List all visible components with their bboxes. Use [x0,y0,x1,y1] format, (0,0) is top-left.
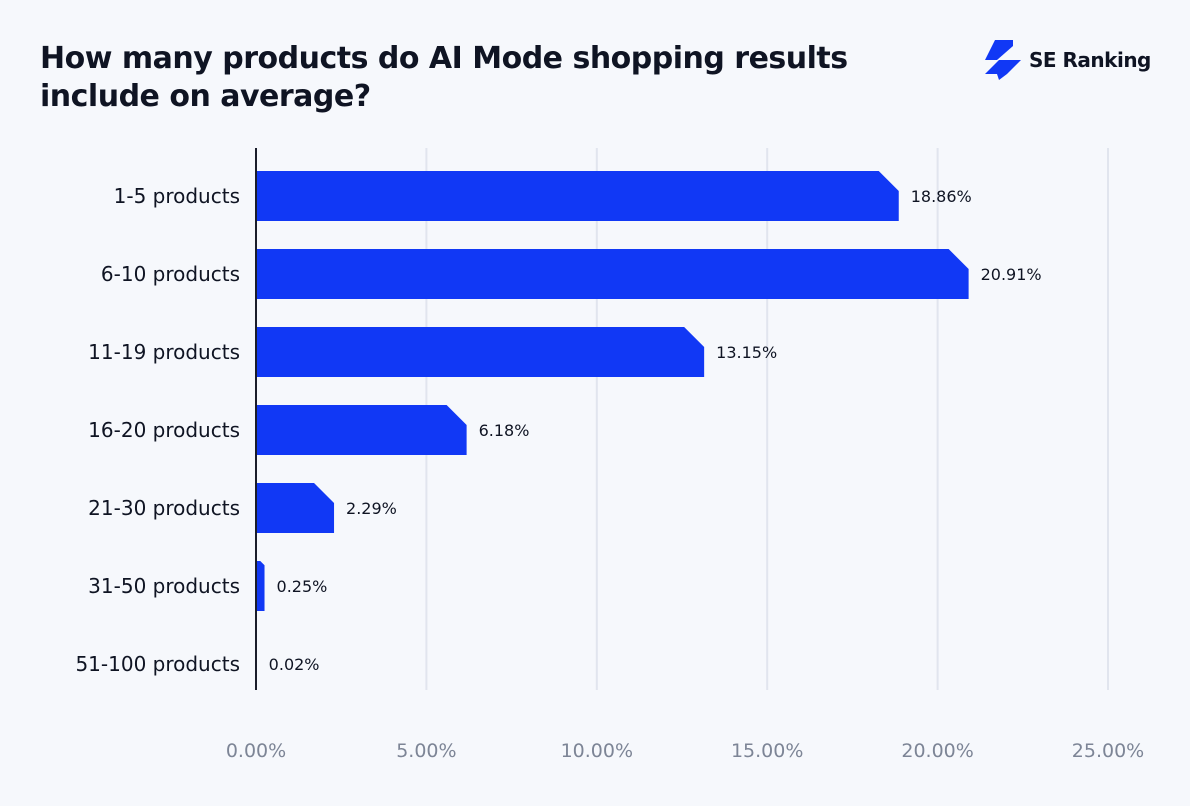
x-tick-label: 20.00% [901,740,973,762]
data-label: 13.15% [716,343,777,362]
bar [256,249,969,299]
logo: SE Ranking [985,40,1151,80]
x-tick-label: 25.00% [1072,740,1144,762]
bar [256,561,265,611]
category-label: 51-100 products [75,652,240,676]
data-label: 6.18% [479,421,530,440]
data-label: 0.25% [277,577,328,596]
category-label: 1-5 products [114,184,240,208]
x-tick-label: 15.00% [731,740,803,762]
se-ranking-logo-icon [985,40,1021,80]
data-label: 18.86% [911,187,972,206]
bar [256,405,467,455]
x-tick-label: 0.00% [226,740,286,762]
x-tick-label: 10.00% [561,740,633,762]
bar [256,327,705,377]
bar [256,171,899,221]
category-label: 21-30 products [88,496,240,520]
category-label: 11-19 products [88,340,240,364]
category-label: 6-10 products [101,262,240,286]
data-label: 0.02% [269,655,320,674]
x-tick-label: 5.00% [396,740,456,762]
logo-text: SE Ranking [1029,48,1151,72]
data-label: 2.29% [346,499,397,518]
data-label: 20.91% [981,265,1042,284]
chart-title: How many products do AI Mode shopping re… [40,41,848,114]
category-label: 31-50 products [88,574,240,598]
category-label: 16-20 products [88,418,240,442]
bar [256,483,335,533]
